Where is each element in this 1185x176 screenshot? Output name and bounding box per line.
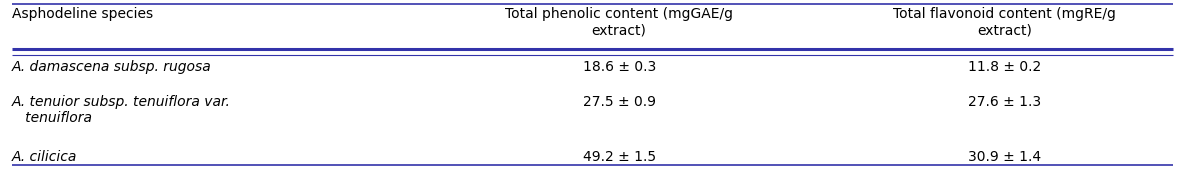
Text: A. damascena subsp. rugosa: A. damascena subsp. rugosa: [12, 60, 212, 74]
Text: 30.9 ± 1.4: 30.9 ± 1.4: [968, 150, 1040, 164]
Text: Total phenolic content (mgGAE/g
extract): Total phenolic content (mgGAE/g extract): [505, 7, 734, 37]
Text: A. tenuior subsp. tenuiflora var.
   tenuiflora: A. tenuior subsp. tenuiflora var. tenuif…: [12, 95, 231, 125]
Text: Asphodeline species: Asphodeline species: [12, 7, 153, 21]
Text: 11.8 ± 0.2: 11.8 ± 0.2: [968, 60, 1040, 74]
Text: 49.2 ± 1.5: 49.2 ± 1.5: [583, 150, 655, 164]
Text: 27.5 ± 0.9: 27.5 ± 0.9: [583, 95, 655, 109]
Text: 27.6 ± 1.3: 27.6 ± 1.3: [968, 95, 1040, 109]
Text: Total flavonoid content (mgRE/g
extract): Total flavonoid content (mgRE/g extract): [892, 7, 1116, 37]
Text: 18.6 ± 0.3: 18.6 ± 0.3: [583, 60, 655, 74]
Text: A. cilicica: A. cilicica: [12, 150, 77, 164]
